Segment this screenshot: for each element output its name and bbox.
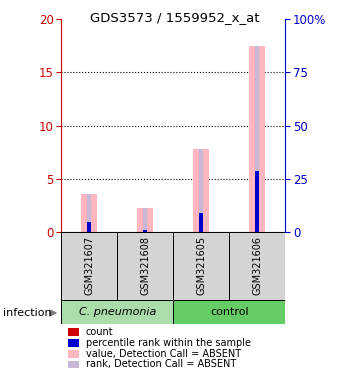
Bar	[61, 232, 117, 300]
Text: rank, Detection Call = ABSENT: rank, Detection Call = ABSENT	[86, 359, 236, 369]
Bar	[199, 213, 203, 232]
Bar	[117, 232, 173, 300]
Text: GSM321606: GSM321606	[252, 237, 262, 295]
Bar	[194, 149, 209, 232]
Bar	[173, 300, 285, 324]
Bar	[82, 194, 97, 232]
Text: count: count	[86, 327, 113, 337]
Bar	[199, 149, 203, 232]
Bar	[138, 208, 153, 232]
Text: percentile rank within the sample: percentile rank within the sample	[86, 338, 251, 348]
Bar	[87, 194, 91, 232]
Bar	[143, 208, 147, 232]
Bar	[87, 222, 91, 232]
Text: GDS3573 / 1559952_x_at: GDS3573 / 1559952_x_at	[90, 11, 260, 24]
Bar	[250, 46, 265, 232]
Text: control: control	[210, 307, 248, 317]
Text: value, Detection Call = ABSENT: value, Detection Call = ABSENT	[86, 349, 241, 359]
Bar	[173, 232, 229, 300]
Text: infection: infection	[4, 308, 52, 318]
Text: GSM321605: GSM321605	[196, 237, 206, 295]
Text: GSM321608: GSM321608	[140, 237, 150, 295]
Bar	[143, 230, 147, 232]
Text: GSM321607: GSM321607	[84, 237, 94, 295]
Bar	[229, 232, 285, 300]
Bar	[61, 300, 173, 324]
Text: C. pneumonia: C. pneumonia	[78, 307, 156, 317]
Bar	[255, 170, 259, 232]
Bar	[255, 46, 259, 232]
